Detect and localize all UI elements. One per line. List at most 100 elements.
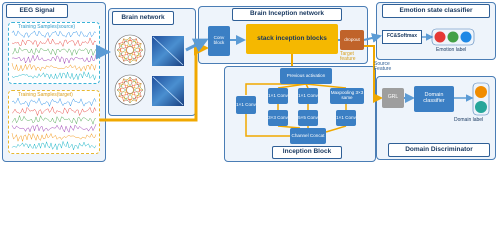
panel-title: Emotion state classifier (382, 4, 490, 18)
graph-edge (118, 83, 137, 102)
graph-edge (116, 49, 142, 57)
brain-graph (114, 74, 146, 106)
stack-block: stack inception blocks (246, 24, 338, 54)
panel-title: Brain network (112, 11, 174, 25)
eeg-trace (11, 46, 97, 57)
eeg-trace (11, 37, 97, 48)
graph-edge (123, 78, 142, 97)
graph-edge (118, 78, 137, 97)
graph-edge (116, 49, 131, 64)
graph-edge (118, 83, 144, 91)
graph-edge (123, 38, 142, 44)
eeg-trace (11, 114, 97, 126)
conv: 1×1 Conv (236, 96, 256, 114)
eeg-trace (11, 106, 97, 117)
eeg-trace (11, 30, 97, 39)
graph-edge (129, 49, 144, 64)
graph-edge (116, 89, 131, 104)
graph-edge (123, 76, 131, 102)
domain-node (475, 86, 487, 98)
conv: 1×1 Conv (268, 88, 288, 104)
graph-edge (129, 76, 144, 91)
graph-edge (116, 36, 131, 51)
graph-edge (118, 96, 137, 102)
eeg-trace (11, 124, 97, 133)
maxpool: Maxpooling 3×3 same (330, 88, 364, 104)
graph-edge (123, 83, 142, 102)
graph-edge (118, 83, 124, 102)
graph-edges (116, 36, 144, 104)
graph-edge (123, 43, 142, 62)
graph-edge (129, 36, 144, 51)
domain-classifier: Domain classifier (414, 86, 454, 112)
arrow (185, 38, 209, 53)
grl: GRL (382, 88, 404, 108)
graph-edge (136, 43, 142, 62)
matrix-diagonal (152, 36, 184, 66)
graph-edge (116, 89, 142, 97)
graph-edge (118, 78, 124, 97)
graph-edge (123, 56, 142, 62)
graph-edge (123, 78, 142, 84)
graph-edge (118, 43, 137, 62)
graph-edge (118, 43, 144, 51)
eeg-trace (11, 132, 97, 143)
page: {"eeg": {"title": "EEG Signal", "source"… (2, 2, 496, 162)
domain-label: Domain label (454, 117, 484, 123)
concat: Channel Concat (290, 128, 326, 144)
emotion-node (434, 31, 446, 43)
arrow (363, 33, 382, 43)
graph-edge (129, 89, 144, 104)
eeg-trace (11, 97, 97, 108)
graph-edge (123, 78, 131, 104)
domain-node (475, 101, 487, 113)
graph-edge (118, 49, 144, 57)
arrow (364, 45, 383, 103)
graph-edge (118, 89, 144, 97)
graph-edge (123, 96, 142, 102)
eeg-trace (11, 63, 97, 72)
feature-label: Source Feature (374, 61, 392, 72)
eeg-trace (11, 54, 97, 65)
panel-title: Domain Discriminator (388, 143, 490, 157)
graph-edge (116, 43, 142, 51)
graph-edge (118, 43, 124, 62)
graph-edge (118, 56, 137, 62)
graph-edge (129, 38, 137, 64)
graph-edge (116, 76, 131, 91)
conv: 1×1 Conv (298, 88, 318, 104)
emotion-node (447, 31, 459, 43)
conv: 5×5 Conv (298, 110, 318, 126)
emotion-node (460, 31, 472, 43)
graph-edge (118, 38, 137, 57)
conv: 1×1 Conv (336, 110, 356, 126)
inception-arrows (245, 83, 347, 137)
graph-edge (116, 83, 142, 91)
graph-edge (136, 38, 142, 57)
eeg-trace (11, 140, 97, 151)
brain-graph (114, 34, 146, 66)
graph-edge (136, 78, 142, 97)
fc-softmax: FC&Softmax (382, 30, 422, 44)
previous-activation: Previous activation (280, 68, 332, 84)
panel-title: EEG Signal (6, 4, 68, 18)
graph-edge (129, 36, 137, 62)
panel-title: Brain Inception network (232, 8, 342, 21)
graph-edge (123, 38, 131, 64)
eeg-signals (11, 30, 97, 151)
feature-label: Target feature (340, 51, 356, 62)
graph-edge (123, 36, 131, 62)
dropout: dropout (340, 30, 364, 50)
graph-edge (123, 38, 142, 57)
graph-edge (118, 38, 124, 57)
source-label: Training Samples(source) (18, 24, 76, 30)
conv: 3×3 Conv (268, 110, 288, 126)
conv-block: Conv block (208, 26, 230, 56)
label-frame (472, 82, 490, 116)
target-label: Training Samples(target) (18, 92, 73, 98)
diagram-graphics (11, 28, 490, 151)
graph-edge (129, 78, 137, 104)
panel-title: Inception Block (272, 146, 342, 159)
graph-edge (129, 76, 137, 102)
graph-edge (118, 78, 137, 84)
